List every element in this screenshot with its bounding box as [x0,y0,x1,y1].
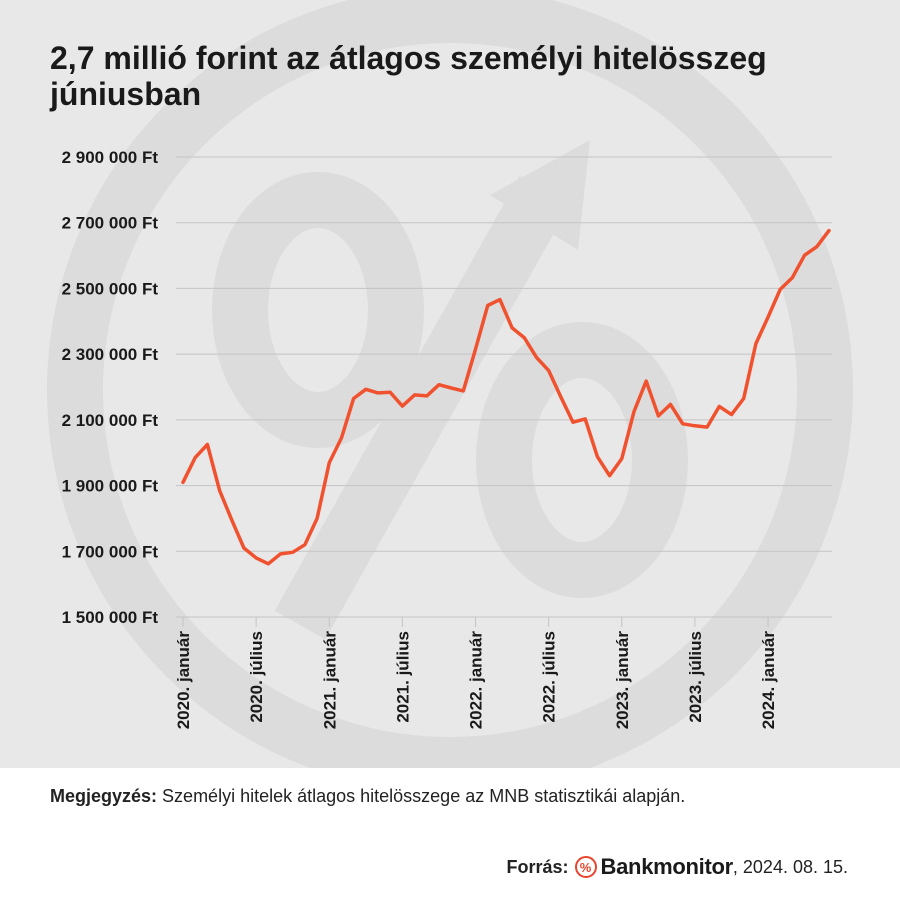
y-tick-label: 1 900 000 Ft [62,477,159,496]
x-tick-label: 2022. január [467,631,486,730]
y-tick-label: 2 100 000 Ft [62,411,159,430]
x-tick-label: 2020. július [247,631,266,723]
x-tick-label: 2024. január [759,631,778,730]
x-tick-label: 2020. január [174,631,193,730]
x-tick-label: 2023. január [613,631,632,730]
footnote-text: Személyi hitelek átlagos hitelösszege az… [157,786,686,806]
x-tick-label: 2022. július [540,631,559,723]
x-tick-label: 2021. január [320,631,339,730]
y-tick-label: 1 700 000 Ft [62,542,159,561]
y-tick-label: 2 700 000 Ft [62,214,159,233]
source-date: , 2024. 08. 15. [732,856,848,877]
source-credit: Forrás: % Bankmonitor , 2024. 08. 15. [507,854,848,880]
series-line [181,228,831,566]
chart-title: 2,7 millió forint az átlagos személyi hi… [50,40,767,112]
source-label: Forrás: [506,856,569,877]
brand-name: Bankmonitor [600,854,734,879]
chart-area: 1 500 000 Ft 1 700 000 Ft 1 900 000 Ft 2 10… [0,0,900,768]
y-tick-label: 2 500 000 Ft [62,279,159,298]
y-tick-label: 2 300 000 Ft [62,345,159,364]
line-chart: 1 500 000 Ft 1 700 000 Ft 1 900 000 Ft 2 10… [47,0,853,768]
percent-icon: % [574,856,597,878]
bankmonitor-logo: % Bankmonitor [574,854,734,880]
footnote: Megjegyzés: Személyi hitelek átlagos hit… [50,786,685,807]
x-tick-label: 2021. július [393,631,412,723]
y-tick-label: 2 900 000 Ft [62,148,159,167]
percent-arrow-watermark-icon [47,0,853,768]
footnote-label: Megjegyzés: [50,786,158,806]
y-tick-label: 1 500 000 Ft [62,608,159,627]
x-tick-label: 2023. július [686,631,705,723]
